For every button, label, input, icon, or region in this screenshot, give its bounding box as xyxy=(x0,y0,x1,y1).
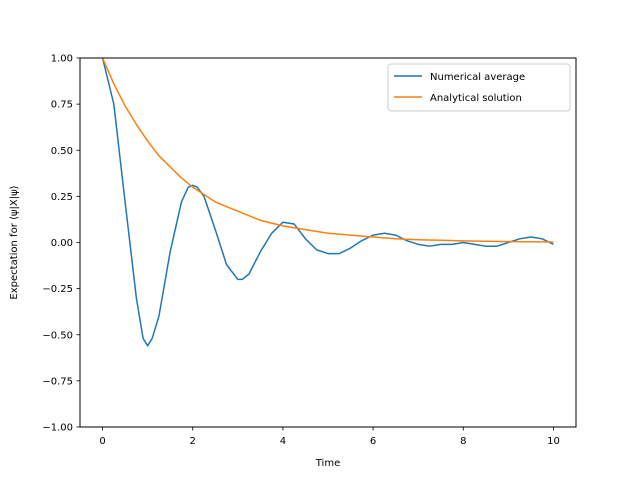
series-line-numerical xyxy=(101,58,554,347)
legend-label-numerical: Numerical average xyxy=(430,72,525,83)
axis-ticks: 0 2 4 6 8 10 −1.00 −0.75 −0.50 −0.25 0.00 0.25 0.50 0… xyxy=(42,54,559,448)
series-line-analytical xyxy=(101,58,554,243)
x-tick-label: 4 xyxy=(280,436,286,447)
x-axis-label: Time xyxy=(315,458,340,469)
y-tick-label: 0.75 xyxy=(51,100,73,111)
y-tick-label: 1.00 xyxy=(51,54,73,65)
x-tick-label: 10 xyxy=(547,436,560,447)
plot-area xyxy=(101,58,554,347)
y-axis-label: Expectation for ⟨ψ|X|ψ⟩ xyxy=(9,185,20,299)
y-tick-label: −0.75 xyxy=(42,376,73,387)
x-tick-label: 2 xyxy=(190,436,196,447)
x-tick-label: 6 xyxy=(370,436,376,447)
y-tick-label: −1.00 xyxy=(42,423,73,434)
y-tick-label: 0.50 xyxy=(51,146,73,157)
y-tick-label: 0.25 xyxy=(51,192,73,203)
y-tick-label: 0.00 xyxy=(51,238,73,249)
legend: Numerical average Analytical solution xyxy=(387,63,571,112)
x-tick-label: 8 xyxy=(460,436,466,447)
legend-box xyxy=(387,63,571,112)
y-tick-label: −0.25 xyxy=(42,284,73,295)
legend-label-analytical: Analytical solution xyxy=(430,93,522,104)
y-tick-label: −0.50 xyxy=(42,330,73,341)
x-tick-label: 0 xyxy=(99,436,105,447)
